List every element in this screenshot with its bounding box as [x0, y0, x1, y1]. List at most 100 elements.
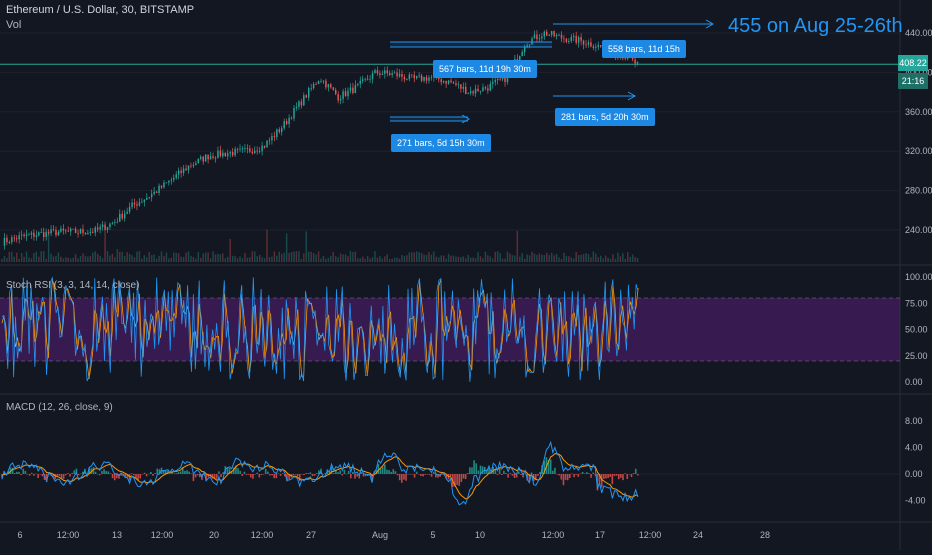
candle-body: [158, 185, 160, 193]
volume-bar: [327, 258, 330, 262]
volume-bar: [141, 258, 143, 262]
macd-histogram-bar: [330, 466, 333, 474]
volume-bar: [467, 254, 469, 262]
macd-histogram-bar: [547, 459, 550, 474]
symbol-title[interactable]: Ethereum / U.S. Dollar, 30, BITSTAMP: [6, 4, 195, 16]
candle-body: [425, 77, 428, 81]
candle-body: [258, 151, 261, 153]
volume-bar: [84, 255, 87, 262]
candle-body: [354, 85, 357, 94]
macd-histogram-bar: [60, 474, 63, 479]
volume-bar: [445, 258, 447, 262]
candle-body: [462, 86, 465, 89]
candle-body: [89, 231, 92, 233]
macd-histogram-bar: [469, 467, 471, 474]
volume-bar: [281, 253, 283, 262]
volume-bar: [295, 251, 298, 262]
macd-histogram-bar: [135, 474, 137, 479]
macd-histogram-bar: [39, 474, 42, 475]
candle-body: [499, 78, 501, 80]
macd-histogram-bar: [256, 472, 258, 474]
candle-body: [204, 154, 207, 162]
volume-indicator-label[interactable]: Vol: [6, 19, 22, 31]
volume-bar: [236, 258, 239, 262]
macd-histogram-bar: [92, 467, 95, 474]
macd-histogram-bar: [137, 474, 139, 481]
volume-bar: [597, 257, 600, 262]
candle-body: [165, 182, 168, 184]
range-271-arrow: [461, 114, 471, 124]
volume-bar: [391, 258, 393, 262]
macd-title[interactable]: MACD (12, 26, close, 9): [6, 402, 113, 413]
stoch-rsi-title[interactable]: Stoch RSI (3, 3, 14, 14, close): [6, 280, 140, 291]
volume-bar: [182, 256, 185, 262]
range-measure-281[interactable]: 281 bars, 5d 20h 30m: [555, 108, 655, 126]
macd-histogram-bar: [630, 474, 633, 478]
macd-histogram-bar: [354, 474, 356, 479]
volume-bar: [469, 257, 472, 262]
candle-body: [339, 98, 342, 101]
candle-body: [146, 197, 148, 200]
candle-body: [141, 201, 143, 203]
volume-bar: [258, 254, 261, 262]
time-axis-label: 12:00: [542, 530, 565, 540]
candle-body: [580, 37, 582, 41]
macd-histogram-bar: [479, 465, 482, 474]
volume-bar: [42, 251, 45, 262]
candle-body: [177, 170, 180, 175]
volume-bar: [217, 253, 219, 262]
macd-histogram-bar: [169, 473, 171, 475]
volume-bar: [349, 251, 352, 262]
volume-bar: [126, 252, 128, 262]
candle-body: [482, 87, 484, 92]
macd-histogram-bar: [294, 474, 297, 475]
macd-histogram-bar: [156, 468, 159, 474]
candle-body: [67, 230, 69, 232]
price-target-note[interactable]: 455 on Aug 25-26th: [728, 15, 903, 37]
volume-bar: [420, 253, 423, 262]
candle-body: [148, 197, 150, 198]
volume-bar: [496, 251, 499, 262]
candle-body: [50, 229, 52, 234]
volume-bar: [67, 257, 69, 262]
macd-histogram-bar: [462, 474, 465, 479]
range-measure-558[interactable]: 558 bars, 11d 15h: [602, 40, 686, 58]
volume-bar: [595, 253, 597, 262]
time-axis-label: 12:00: [639, 530, 662, 540]
macd-histogram-bar: [277, 473, 280, 475]
macd-histogram-bar: [420, 474, 422, 476]
volume-bar: [585, 252, 587, 262]
volume-bar: [506, 251, 509, 262]
candle-body: [342, 91, 344, 99]
macd-histogram-bar: [394, 471, 397, 474]
volume-bar: [138, 251, 141, 262]
volume-bar: [307, 251, 310, 262]
time-axis-label: 17: [595, 530, 605, 540]
candle-body: [231, 152, 234, 156]
macd-tick-label: 0.00: [905, 469, 923, 479]
range-measure-567[interactable]: 567 bars, 11d 19h 30m: [433, 60, 537, 78]
candle-body: [246, 147, 249, 149]
macd-histogram-bar: [101, 471, 103, 474]
macd-histogram-bar: [103, 469, 105, 474]
macd-tick-label: 4.00: [905, 443, 923, 453]
macd-histogram-bar: [141, 474, 144, 475]
candle-body: [600, 45, 602, 47]
volume-bar: [590, 257, 592, 262]
volume-bar: [47, 232, 50, 262]
candle-body: [281, 128, 283, 132]
volume-bar: [13, 256, 16, 262]
volume-bar: [430, 254, 433, 262]
range-measure-271[interactable]: 271 bars, 5d 15h 30m: [391, 134, 491, 152]
volume-bar: [109, 255, 111, 262]
candle-body: [285, 121, 288, 124]
volume-bar: [622, 253, 624, 262]
candle-body: [298, 101, 300, 107]
volume-bar: [170, 257, 173, 262]
volume-bar: [251, 251, 254, 262]
volume-bar: [256, 256, 258, 262]
macd-histogram-bar: [150, 471, 152, 474]
candle-body: [624, 58, 627, 60]
